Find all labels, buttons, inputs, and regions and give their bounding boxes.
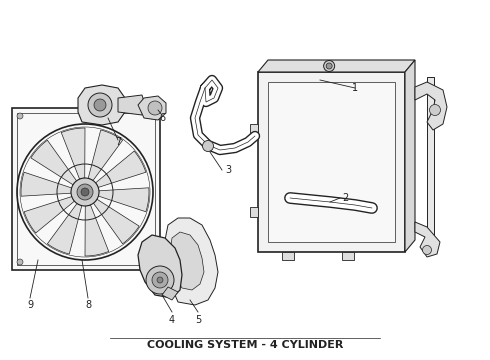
Polygon shape — [88, 130, 122, 180]
Circle shape — [152, 272, 168, 288]
Circle shape — [324, 60, 335, 72]
Text: COOLING SYSTEM - 4 CYLINDER: COOLING SYSTEM - 4 CYLINDER — [147, 340, 343, 350]
Circle shape — [81, 188, 89, 196]
Circle shape — [422, 246, 432, 255]
Polygon shape — [61, 128, 85, 179]
Polygon shape — [78, 85, 125, 125]
Circle shape — [148, 101, 162, 115]
FancyBboxPatch shape — [12, 108, 160, 270]
Text: 6: 6 — [159, 113, 165, 123]
Polygon shape — [415, 222, 440, 257]
Circle shape — [17, 259, 23, 265]
Circle shape — [149, 259, 155, 265]
Polygon shape — [415, 82, 447, 130]
Polygon shape — [31, 140, 76, 185]
Polygon shape — [85, 205, 109, 256]
Circle shape — [17, 113, 23, 119]
Polygon shape — [268, 82, 395, 242]
Polygon shape — [118, 95, 145, 115]
Polygon shape — [94, 199, 139, 244]
Polygon shape — [170, 232, 204, 290]
Polygon shape — [48, 203, 82, 254]
Circle shape — [77, 184, 93, 200]
Text: 3: 3 — [225, 165, 231, 175]
Text: 2: 2 — [342, 193, 348, 203]
Circle shape — [202, 140, 214, 152]
Polygon shape — [258, 72, 405, 252]
Polygon shape — [98, 188, 149, 212]
Circle shape — [149, 113, 155, 119]
Circle shape — [71, 178, 99, 206]
Polygon shape — [162, 287, 178, 300]
Polygon shape — [165, 218, 218, 305]
Polygon shape — [282, 252, 294, 260]
Text: 7: 7 — [115, 137, 121, 147]
Polygon shape — [138, 235, 182, 298]
Circle shape — [430, 104, 441, 116]
Polygon shape — [250, 207, 258, 217]
Circle shape — [146, 266, 174, 294]
Text: 8: 8 — [85, 300, 91, 310]
Text: 5: 5 — [195, 315, 201, 325]
Text: 1: 1 — [352, 83, 358, 93]
Polygon shape — [21, 172, 72, 196]
Text: 4: 4 — [169, 315, 175, 325]
Circle shape — [326, 63, 332, 69]
Text: 9: 9 — [27, 300, 33, 310]
Polygon shape — [342, 252, 354, 260]
Polygon shape — [427, 77, 434, 247]
Circle shape — [88, 93, 112, 117]
Polygon shape — [405, 60, 415, 252]
Polygon shape — [24, 197, 74, 233]
Polygon shape — [96, 151, 146, 188]
Polygon shape — [250, 123, 258, 136]
Circle shape — [94, 99, 106, 111]
Polygon shape — [138, 96, 166, 120]
Circle shape — [157, 277, 163, 283]
Polygon shape — [258, 60, 415, 72]
